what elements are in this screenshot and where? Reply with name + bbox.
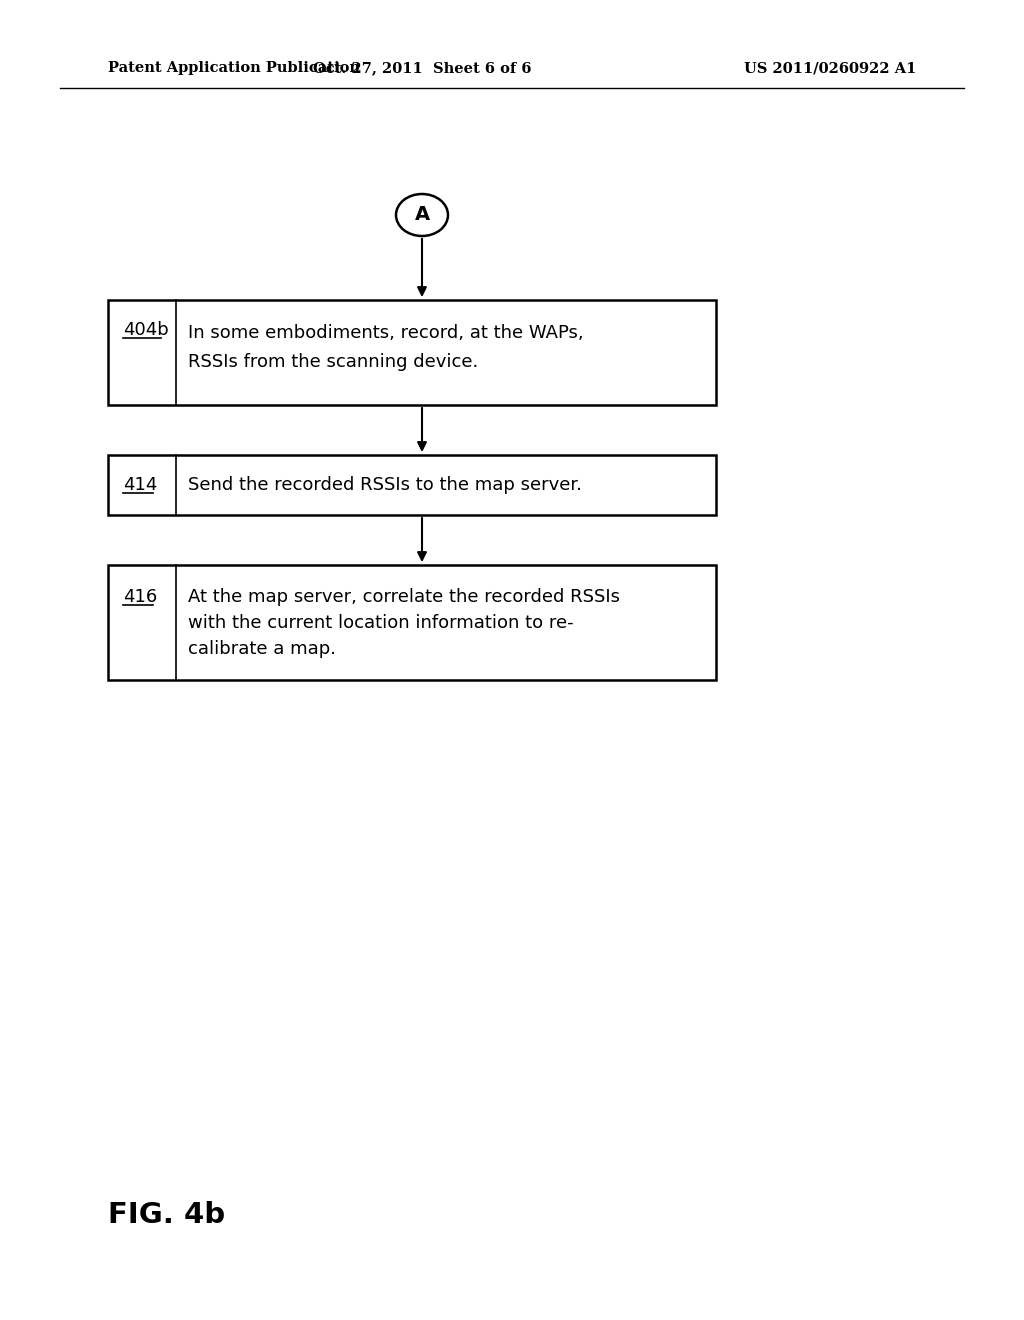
Text: US 2011/0260922 A1: US 2011/0260922 A1: [743, 61, 916, 75]
Bar: [108, 455, 716, 515]
Text: Send the recorded RSSIs to the map server.: Send the recorded RSSIs to the map serve…: [188, 477, 582, 494]
Text: At the map server, correlate the recorded RSSIs: At the map server, correlate the recorde…: [188, 587, 620, 606]
Text: Patent Application Publication: Patent Application Publication: [108, 61, 360, 75]
Text: In some embodiments, record, at the WAPs,: In some embodiments, record, at the WAPs…: [188, 323, 584, 342]
Bar: [108, 300, 716, 405]
Text: FIG. 4b: FIG. 4b: [108, 1201, 225, 1229]
Text: A: A: [415, 206, 429, 224]
Ellipse shape: [396, 194, 449, 236]
Text: RSSIs from the scanning device.: RSSIs from the scanning device.: [188, 352, 478, 371]
Text: 416: 416: [123, 587, 158, 606]
Text: 414: 414: [123, 477, 158, 494]
Text: calibrate a map.: calibrate a map.: [188, 640, 336, 657]
Bar: [108, 565, 716, 680]
Text: with the current location information to re-: with the current location information to…: [188, 614, 573, 632]
Text: Oct. 27, 2011  Sheet 6 of 6: Oct. 27, 2011 Sheet 6 of 6: [312, 61, 531, 75]
Text: 404b: 404b: [123, 321, 169, 339]
